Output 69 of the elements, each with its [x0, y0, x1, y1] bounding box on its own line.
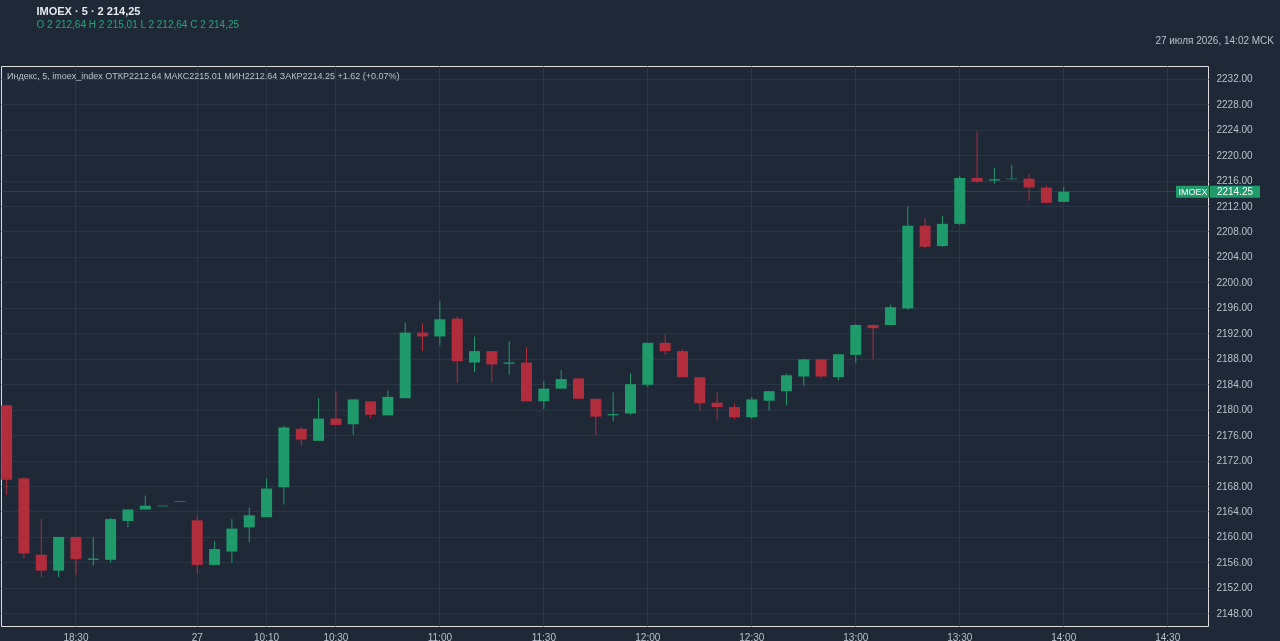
y-tick-label: 2196.00 — [1216, 302, 1254, 314]
y-tick-label: 2156.00 — [1216, 556, 1254, 568]
candlestick — [780, 372, 792, 406]
y-tick-label: 2228.00 — [1216, 98, 1254, 110]
x-tick-label: 14:00 — [1051, 631, 1077, 641]
candlestick — [209, 540, 221, 567]
x-tick-label: 11:00 — [427, 631, 453, 641]
annotation: Индекс, 5, imoex_index ОТКР2212.64 МАКС2215.01 МИН2212.64 ЗАКР2214.25 +1.62 (+0.07%) — [7, 71, 400, 81]
x-tick-label: 18:30 — [63, 631, 89, 641]
candlestick — [763, 390, 775, 411]
y-tick-label: 2220.00 — [1216, 149, 1254, 161]
candlestick — [486, 350, 498, 383]
y-tick-label: 2188.00 — [1216, 353, 1254, 365]
chart-subtitle: O 2 212,64 H 2 215,01 L 2 212,64 C 2 214,25 — [36, 19, 240, 30]
candlestick — [330, 390, 342, 426]
candlestick — [70, 536, 82, 576]
y-tick-label: 2160.00 — [1216, 531, 1254, 543]
y-tick-label: 2216.00 — [1216, 175, 1254, 187]
x-tick-label: 14:30 — [1155, 631, 1181, 641]
y-tick-label: 2212.00 — [1216, 200, 1254, 212]
ref-line-label: IMOEX — [1178, 186, 1208, 197]
y-tick-label: 2168.00 — [1216, 480, 1254, 492]
candlestick — [746, 396, 758, 420]
candlestick — [469, 335, 481, 373]
y-tick-label: 2184.00 — [1216, 378, 1254, 390]
candlestick — [538, 380, 550, 410]
x-tick-label: 27 — [191, 631, 204, 641]
text: 2214.25 — [1216, 185, 1254, 197]
y-tick-label: 2172.00 — [1216, 455, 1254, 467]
text: 27 июля 2026, 14:02 MCK — [1155, 35, 1275, 46]
candlestick — [711, 391, 723, 421]
y-tick-label: 2180.00 — [1216, 404, 1254, 416]
candlestick — [884, 304, 896, 327]
x-tick-label: 12:30 — [739, 631, 765, 641]
y-tick-label: 2176.00 — [1216, 429, 1254, 441]
candlestick — [226, 518, 238, 564]
candlestick — [971, 131, 983, 184]
x-tick-label: 13:00 — [843, 631, 869, 641]
y-tick-label: 2208.00 — [1216, 225, 1254, 237]
candlestick — [573, 377, 585, 400]
x-tick-label: 12:00 — [635, 631, 661, 641]
x-tick-label: 10:30 — [323, 631, 349, 641]
candlestick — [35, 518, 47, 578]
y-tick-label: 2148.00 — [1216, 607, 1254, 619]
x-tick-label: 13:30 — [947, 631, 973, 641]
candlestick — [295, 426, 307, 446]
candlestick — [243, 507, 255, 544]
candlestick — [1023, 173, 1035, 202]
y-tick-label: 2204.00 — [1216, 251, 1254, 263]
candlestick — [659, 334, 671, 356]
y-tick-label: 2164.00 — [1216, 505, 1254, 517]
candlestick — [382, 390, 394, 416]
x-tick-label: 11:30 — [531, 631, 557, 641]
candlestick — [798, 358, 810, 387]
candlestick — [434, 300, 446, 346]
chart-title: IMOEX · 5 · 2 214,25 — [36, 5, 141, 17]
candlestick — [590, 398, 602, 436]
candlestick — [555, 369, 567, 390]
candlestick — [313, 397, 325, 442]
x-tick-label: 10:10 — [254, 631, 280, 641]
y-tick-label: 2232.00 — [1216, 73, 1254, 85]
candlestick — [867, 323, 879, 360]
y-tick-label: 2192.00 — [1216, 327, 1254, 339]
y-tick-label: 2224.00 — [1216, 124, 1254, 136]
candlestick — [936, 215, 948, 248]
candlestick — [919, 217, 931, 250]
y-tick-label: 2152.00 — [1216, 582, 1254, 594]
y-tick-label: 2200.00 — [1216, 276, 1254, 288]
candlestick — [832, 353, 844, 381]
